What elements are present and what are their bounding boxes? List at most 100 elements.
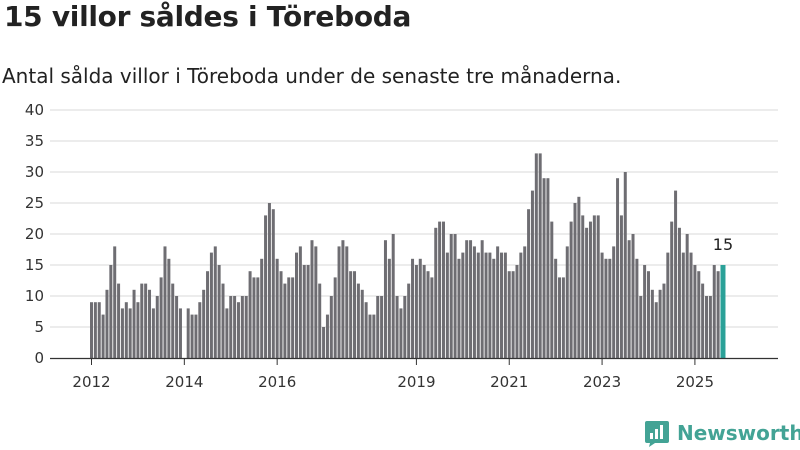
bar	[515, 265, 519, 358]
bar	[689, 252, 693, 358]
chart-title: 15 villor såldes i Töreboda	[4, 0, 412, 33]
bar	[670, 221, 674, 358]
bar	[349, 271, 353, 358]
bar	[178, 308, 182, 358]
bar	[716, 271, 720, 358]
y-tick-label: 0	[34, 349, 44, 367]
bar	[93, 302, 97, 358]
bar	[511, 271, 515, 358]
bar	[681, 252, 685, 358]
bar	[438, 221, 442, 358]
bar	[240, 296, 244, 358]
data-label: 15	[713, 235, 733, 254]
bar	[337, 246, 341, 358]
bar	[260, 258, 264, 358]
bar	[372, 314, 376, 358]
bar	[380, 296, 384, 358]
bar	[434, 227, 438, 358]
bar	[209, 252, 213, 358]
bar	[341, 240, 345, 358]
bar	[252, 277, 256, 358]
bar	[283, 283, 287, 358]
bar	[612, 246, 616, 358]
bar	[585, 227, 589, 358]
bar	[445, 252, 449, 358]
bar	[318, 283, 322, 358]
bar	[113, 246, 117, 358]
bar	[666, 252, 670, 358]
bar	[128, 308, 132, 358]
bar	[221, 283, 225, 358]
bar	[364, 302, 368, 358]
bar	[608, 258, 612, 358]
bar	[206, 271, 210, 358]
bar	[306, 265, 310, 358]
bar	[561, 277, 565, 358]
bar	[554, 258, 558, 358]
y-tick-label: 30	[25, 163, 44, 181]
bar	[105, 289, 109, 358]
bar	[124, 302, 128, 358]
bar	[484, 252, 488, 358]
bar	[291, 277, 295, 358]
bar	[229, 296, 233, 358]
bar	[233, 296, 237, 358]
bar	[476, 252, 480, 358]
bar	[279, 271, 283, 358]
bar	[132, 289, 136, 358]
bar	[329, 296, 333, 358]
bar	[163, 246, 167, 358]
bar	[488, 252, 492, 358]
bars	[90, 153, 726, 358]
bar	[453, 234, 457, 358]
bar	[322, 327, 326, 358]
bar	[399, 308, 403, 358]
bar	[469, 240, 473, 358]
bar	[202, 289, 206, 358]
bar	[117, 283, 121, 358]
bar	[271, 209, 275, 358]
x-tick-label: 2025	[676, 373, 714, 391]
bar	[391, 234, 395, 358]
bar	[658, 289, 662, 358]
bar	[144, 283, 148, 358]
bar	[662, 283, 666, 358]
bar	[426, 271, 430, 358]
bar	[302, 265, 306, 358]
bar	[558, 277, 562, 358]
bar	[225, 308, 229, 358]
bar	[244, 296, 248, 358]
bar	[701, 283, 705, 358]
bar	[654, 302, 658, 358]
bar	[387, 258, 391, 358]
bar	[573, 203, 577, 358]
bar	[616, 178, 620, 358]
bar	[287, 277, 291, 358]
bar	[619, 215, 623, 358]
bar	[569, 221, 573, 358]
brand-logo: Newsworthy	[643, 419, 800, 447]
bar	[171, 283, 175, 358]
bar	[248, 271, 252, 358]
bar	[635, 258, 639, 358]
bar	[360, 289, 364, 358]
x-tick-label: 2021	[490, 373, 528, 391]
x-tick-label: 2023	[583, 373, 621, 391]
bar	[581, 215, 585, 358]
bar	[472, 246, 476, 358]
bar	[120, 308, 124, 358]
bar	[441, 221, 445, 358]
bar	[148, 289, 152, 358]
bar	[507, 271, 511, 358]
bar	[503, 252, 507, 358]
bar	[674, 190, 678, 358]
chart-subtitle: Antal sålda villor i Töreboda under de s…	[2, 64, 622, 88]
bar	[256, 277, 260, 358]
bar	[159, 277, 163, 358]
bar	[90, 302, 93, 358]
bar	[697, 271, 701, 358]
bar	[430, 277, 434, 358]
bar	[588, 221, 592, 358]
bar	[705, 296, 709, 358]
